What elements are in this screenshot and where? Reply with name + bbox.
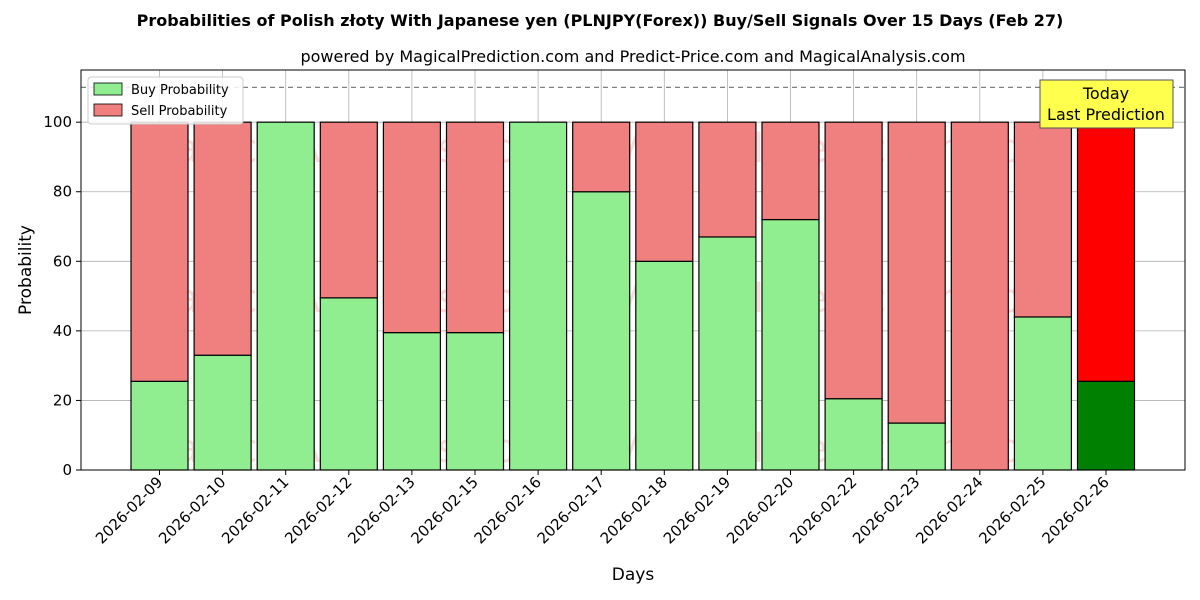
bar-sell-2026-02-25 <box>1013 121 1073 318</box>
bar-sell-2026-02-10 <box>193 121 252 356</box>
bar-sell-2026-02-26 <box>1076 121 1136 382</box>
legend: Buy Probability Sell Probability <box>87 76 244 125</box>
bar-buy-2026-02-17 <box>572 191 631 471</box>
today-annotation: Today Last Prediction <box>1039 79 1174 129</box>
legend-label-buy: Buy Probability <box>131 83 229 98</box>
bar-sell-2026-02-17 <box>572 121 631 193</box>
bar-buy-2026-02-20 <box>761 218 820 471</box>
bar-sell-2026-02-19 <box>698 121 757 238</box>
bar-sell-2026-02-15 <box>445 121 505 334</box>
y-axis-label: Probability <box>16 225 36 315</box>
bar-sell-2026-02-13 <box>382 121 441 334</box>
y-tick-label: 0 <box>62 461 72 479</box>
bar-buy-2026-02-10 <box>193 354 252 471</box>
legend-swatch-buy <box>93 82 123 96</box>
x-axis-label: Days <box>612 565 655 585</box>
y-tick-label: 60 <box>53 252 72 270</box>
y-tick-label: 80 <box>53 183 72 201</box>
bar-sell-2026-02-09 <box>130 121 189 382</box>
bar-buy-2026-02-23 <box>887 422 946 471</box>
y-axis: 0 20 40 60 80 100 <box>43 113 81 479</box>
legend-label-sell: Sell Probability <box>131 104 228 119</box>
bars <box>130 121 1136 471</box>
bar-sell-2026-02-24 <box>950 121 1009 471</box>
today-annotation-line-2: Last Prediction <box>1047 105 1165 124</box>
legend-frame <box>87 76 244 125</box>
bar-sell-2026-02-22 <box>824 121 883 400</box>
chart-subtitle: powered by MagicalPrediction.com and Pre… <box>300 47 965 66</box>
bar-sell-2026-02-23 <box>887 121 946 424</box>
y-tick-label: 40 <box>53 322 72 340</box>
y-tick-label: 20 <box>53 391 72 409</box>
y-tick-label: 100 <box>43 113 72 131</box>
bar-buy-2026-02-25 <box>1013 316 1073 471</box>
bar-buy-2026-02-11 <box>256 121 315 471</box>
today-annotation-box <box>1039 79 1174 129</box>
legend-swatch-sell <box>93 103 123 117</box>
bar-buy-2026-02-16 <box>509 121 568 471</box>
bar-buy-2026-02-18 <box>635 260 694 471</box>
bar-sell-2026-02-20 <box>761 121 820 221</box>
bar-buy-2026-02-22 <box>824 398 883 471</box>
bar-sell-2026-02-12 <box>319 121 378 299</box>
bar-buy-2026-02-12 <box>319 297 378 471</box>
bar-sell-2026-02-18 <box>635 121 694 262</box>
today-annotation-line-1: Today <box>1082 84 1129 103</box>
plot-frame <box>80 69 1186 471</box>
chart-title: Probabilities of Polish złoty With Japan… <box>137 11 1064 30</box>
bar-buy-2026-02-09 <box>130 380 189 471</box>
bar-buy-2026-02-26 <box>1076 380 1136 471</box>
bar-buy-2026-02-19 <box>698 236 757 471</box>
bar-buy-2026-02-15 <box>445 332 505 471</box>
bar-buy-2026-02-13 <box>382 332 441 471</box>
